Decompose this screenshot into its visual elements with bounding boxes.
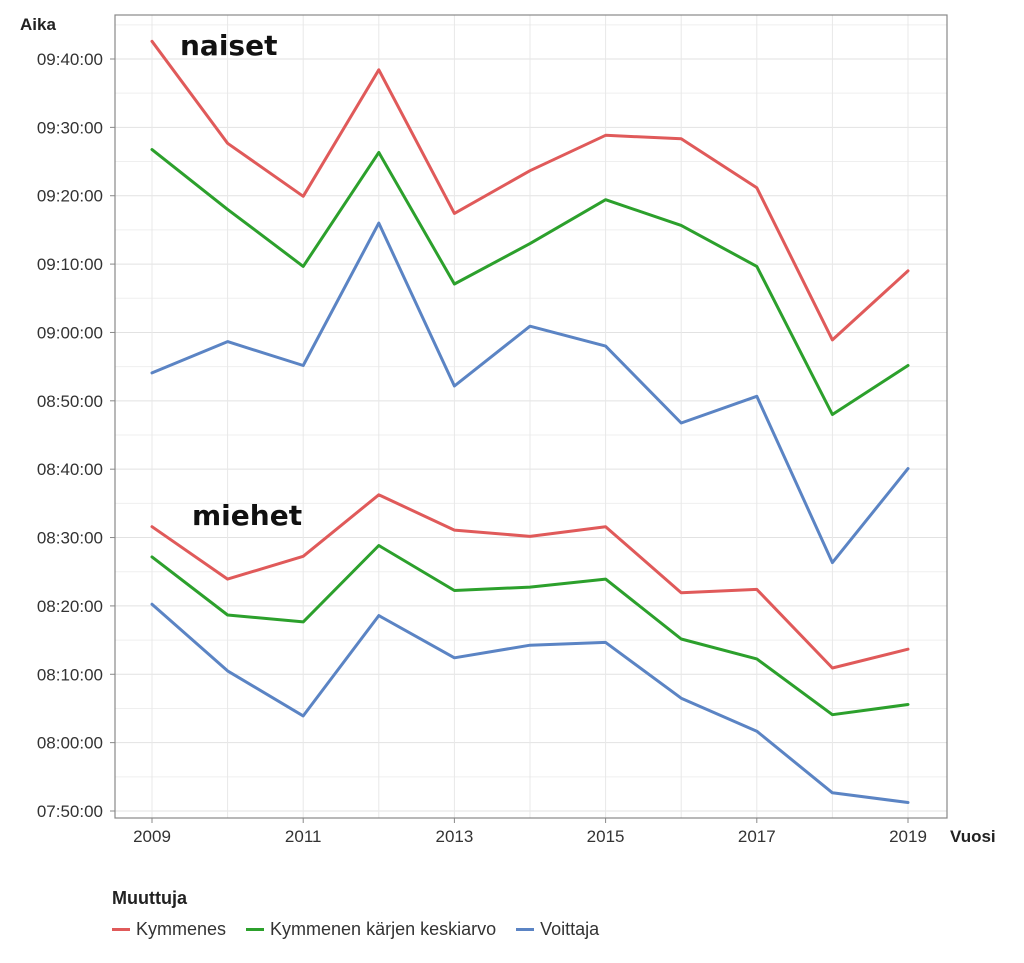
y-tick-label: 09:30:00 <box>37 118 103 137</box>
x-axis-ticks: 2009 2011 2013 2015 2017 2019 <box>133 818 927 846</box>
legend-swatch-voittaja <box>516 928 535 931</box>
series-line-miehet-kymmenes <box>150 493 910 670</box>
series-line-naiset-voittaja <box>150 221 910 565</box>
y-axis-title: Aika <box>20 15 56 34</box>
legend-item-voittaja: Voittaja <box>516 919 599 940</box>
y-axis-ticks: 07:50:00 08:00:00 08:10:00 08:20:00 08:30:00… <box>37 50 115 821</box>
legend-item-keskiarvo: Kymmenen kärjen keskiarvo <box>246 919 496 940</box>
x-tick-label: 2017 <box>738 827 776 846</box>
y-tick-label: 08:10:00 <box>37 665 103 684</box>
legend: Muuttuja Kymmenes Kymmenen kärjen keskia… <box>112 888 599 940</box>
series-line-naiset-kymmenen-kärjen-keskiarvo <box>150 148 910 416</box>
line-chart: 07:50:00 08:00:00 08:10:00 08:20:00 08:30:00… <box>20 14 996 846</box>
legend-label-voittaja: Voittaja <box>540 919 600 939</box>
group-label-naiset: naiset <box>180 29 277 62</box>
x-tick-label: 2009 <box>133 827 171 846</box>
x-tick-label: 2019 <box>889 827 927 846</box>
series-lines <box>150 39 910 804</box>
x-tick-label: 2015 <box>587 827 625 846</box>
y-tick-label: 08:20:00 <box>37 597 103 616</box>
group-label-miehet: miehet <box>192 499 302 532</box>
legend-title: Muuttuja <box>112 888 187 908</box>
legend-item-kymmenes: Kymmenes <box>112 919 226 940</box>
y-tick-label: 09:10:00 <box>37 255 103 274</box>
y-tick-label: 08:50:00 <box>37 392 103 411</box>
y-tick-label: 08:00:00 <box>37 734 103 753</box>
y-tick-label: 09:00:00 <box>37 323 103 342</box>
series-line-miehet-voittaja <box>150 602 910 804</box>
y-tick-label: 09:20:00 <box>37 187 103 206</box>
y-tick-label: 07:50:00 <box>37 802 103 821</box>
legend-swatch-keskiarvo <box>246 928 265 931</box>
plot-frame <box>114 14 948 819</box>
y-tick-label: 09:40:00 <box>37 50 103 69</box>
legend-swatch-kymmenes <box>112 928 130 931</box>
series-line-miehet-kymmenen-kärjen-keskiarvo <box>150 544 910 717</box>
x-axis-title: Vuosi <box>950 827 996 846</box>
legend-label-kymmenes: Kymmenes <box>136 919 227 939</box>
series-line-naiset-kymmenes <box>150 39 910 342</box>
y-tick-label: 08:40:00 <box>37 460 103 479</box>
legend-label-keskiarvo: Kymmenen kärjen keskiarvo <box>270 919 497 939</box>
y-tick-label: 08:30:00 <box>37 529 103 548</box>
x-tick-label: 2011 <box>285 827 322 846</box>
legend-items: Kymmenes Kymmenen kärjen keskiarvo Voitt… <box>112 919 599 940</box>
grid <box>115 15 947 818</box>
x-tick-label: 2013 <box>435 827 473 846</box>
